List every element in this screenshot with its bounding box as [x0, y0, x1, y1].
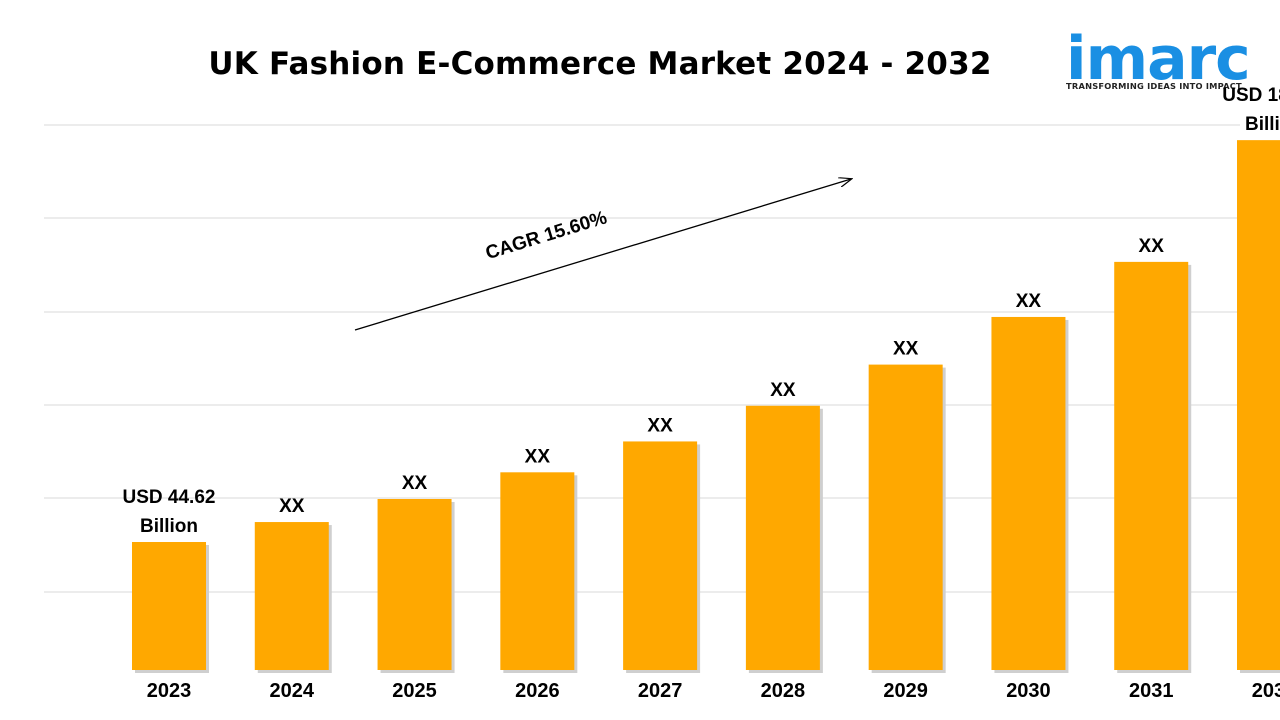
value-labels: USD 44.62 Billion XX XX XX XX XX XX XX XX USD 184.… [123, 85, 1280, 537]
imarc-logo: imarc TRANSFORMING IDEAS INTO IMPACT [1062, 14, 1251, 94]
value-label-2023: Billion [140, 516, 198, 537]
x-tick-2029: 2029 [883, 680, 928, 702]
bar-2024 [254, 522, 329, 670]
value-label-2032: USD 184.72 [1222, 85, 1280, 106]
logo-tagline: TRANSFORMING IDEAS INTO IMPACT [1066, 81, 1242, 91]
bar-2031 [1114, 261, 1189, 670]
bar-2028 [745, 405, 820, 670]
value-label-2032: Billion [1245, 114, 1280, 135]
x-axis-ticks: 2023 2024 2025 2026 2027 2028 2029 2030 2031 2032 [147, 680, 1280, 702]
value-label-2027: XX [647, 415, 673, 436]
x-tick-2030: 2030 [1006, 680, 1051, 702]
cagr-label: CAGR 15.60% [483, 207, 609, 264]
value-label-2031: XX [1139, 236, 1165, 257]
value-label-2024: XX [279, 496, 305, 517]
bar-2026 [500, 472, 575, 670]
x-tick-2025: 2025 [392, 680, 437, 702]
value-label-2026: XX [525, 446, 551, 467]
x-tick-2024: 2024 [270, 680, 315, 702]
bar-2030 [991, 316, 1066, 670]
logo-wordmark: imarc [1066, 24, 1251, 94]
x-tick-2026: 2026 [515, 680, 560, 702]
bar-2027 [623, 441, 698, 670]
bar-2023 [132, 542, 206, 670]
bar-2032 [1237, 140, 1280, 670]
x-tick-2027: 2027 [638, 680, 683, 702]
x-tick-2031: 2031 [1129, 680, 1174, 702]
value-label-2023: USD 44.62 [123, 487, 216, 508]
value-label-2029: XX [893, 339, 919, 360]
cagr-arrow [354, 179, 851, 331]
value-label-2030: XX [1016, 291, 1042, 312]
bar-2029 [868, 364, 943, 670]
x-tick-2028: 2028 [761, 680, 806, 702]
value-label-2025: XX [402, 473, 428, 494]
bar-2025 [377, 498, 452, 670]
bars [132, 140, 1280, 673]
x-tick-2023: 2023 [147, 680, 192, 702]
chart-title: UK Fashion E-Commerce Market 2024 - 2032 [208, 46, 992, 82]
value-label-2028: XX [770, 380, 796, 401]
x-tick-2032: 2032 [1252, 680, 1280, 702]
